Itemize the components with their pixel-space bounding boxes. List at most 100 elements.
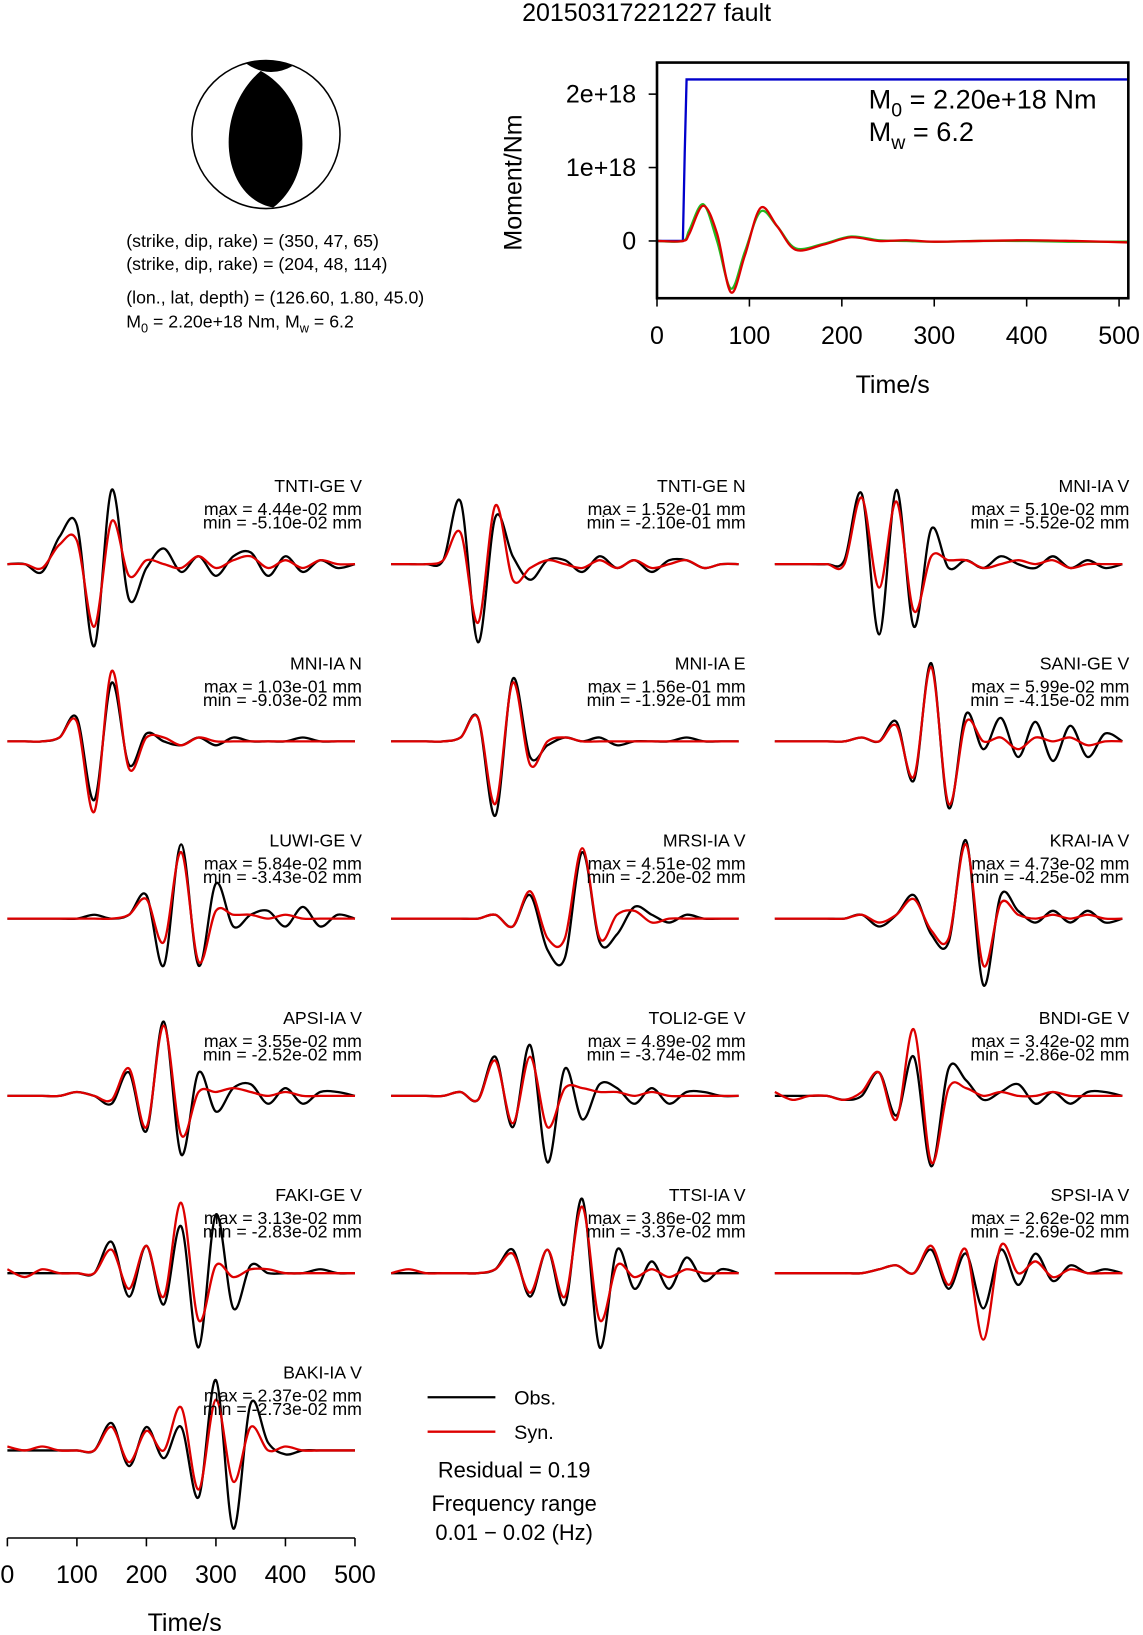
station-label: KRAI-IA V xyxy=(1050,831,1130,851)
annotation: M0 = 2.20e+18 Nm xyxy=(869,83,1097,121)
x-tick-label: 0 xyxy=(650,322,664,350)
observed-trace xyxy=(774,1055,1123,1168)
max-label: max = 5.10e-02 mm xyxy=(971,499,1129,519)
max-label: max = 3.55e-02 mm xyxy=(204,1031,362,1051)
min-label: min = -3.43e-02 mm xyxy=(203,867,362,887)
y-tick-label: 2e+18 xyxy=(566,80,636,108)
station-label: SPSI-IA V xyxy=(1051,1185,1130,1205)
max-label: max = 3.86e-02 mm xyxy=(588,1208,746,1228)
observed-trace xyxy=(774,488,1123,636)
x-axis-label: Time/s xyxy=(148,1609,222,1635)
max-label: max = 2.62e-02 mm xyxy=(971,1208,1129,1228)
x-tick-label: 200 xyxy=(821,322,863,350)
station-label: MNI-IA V xyxy=(1058,476,1129,496)
observed-trace xyxy=(774,1248,1123,1310)
station-label: TOLI2-GE V xyxy=(648,1008,745,1028)
max-label: max = 3.13e-02 mm xyxy=(204,1208,362,1228)
text-part: 0 xyxy=(891,100,902,122)
synthetic-trace xyxy=(7,1398,355,1491)
max-label: max = 1.03e-01 mm xyxy=(204,676,362,696)
min-label: min = -4.15e-02 mm xyxy=(970,690,1129,710)
station-label: MRSI-IA V xyxy=(663,831,746,851)
synthetic-trace xyxy=(391,1055,739,1129)
synthetic-trace xyxy=(7,669,355,814)
max-label: max = 4.44e-02 mm xyxy=(204,499,362,519)
max-label: max = 4.73e-02 mm xyxy=(971,854,1129,874)
synthetic-trace xyxy=(391,847,739,948)
y-tick-label: 1e+18 xyxy=(566,154,636,182)
observed-trace xyxy=(391,498,739,644)
x-tick-label: 500 xyxy=(1098,322,1140,350)
station-label: TNTI-GE N xyxy=(657,476,746,496)
text-part: M xyxy=(869,116,892,147)
figure-title: 20150317221227 fault xyxy=(522,0,771,27)
synthetic-trace xyxy=(391,504,739,624)
station-label: BAKI-IA V xyxy=(283,1362,362,1382)
text-part: M xyxy=(869,83,892,114)
x-tick-label: 300 xyxy=(195,1561,237,1589)
max-label: max = 1.52e-01 mm xyxy=(588,499,746,519)
text-part: M xyxy=(126,311,141,331)
plot-frame xyxy=(655,61,1130,300)
min-label: min = -5.10e-02 mm xyxy=(203,513,362,533)
min-label: min = -2.86e-02 mm xyxy=(970,1044,1129,1064)
text-part: 0 xyxy=(141,321,148,336)
x-tick-label: 100 xyxy=(729,322,771,350)
x-axis-label: Time/s xyxy=(856,371,930,399)
max-label: max = 3.42e-02 mm xyxy=(971,1031,1129,1051)
min-label: min = -9.03e-02 mm xyxy=(203,690,362,710)
text-part: = 6.2 xyxy=(905,116,974,147)
synthetic-trace xyxy=(774,665,1123,806)
max-label: max = 4.89e-02 mm xyxy=(588,1031,746,1051)
synthetic-trace xyxy=(391,681,739,806)
synthetic-trace xyxy=(6,1201,355,1323)
synthetic-trace xyxy=(7,851,355,964)
synthetic-trace xyxy=(7,1024,355,1138)
min-label: min = -2.20e-02 mm xyxy=(587,867,746,887)
frequency-range: Frequency range xyxy=(431,1491,596,1516)
frequency-range: 0.01 − 0.02 (Hz) xyxy=(435,1520,592,1545)
station-label: TTSI-IA V xyxy=(669,1185,746,1205)
station-label: SANI-GE V xyxy=(1040,653,1130,673)
station-label: BNDI-GE V xyxy=(1039,1008,1130,1028)
min-label: min = -2.69e-02 mm xyxy=(970,1222,1129,1242)
legend-label: Obs. xyxy=(514,1388,556,1410)
x-tick-label: 0 xyxy=(0,1561,14,1589)
residual: Residual = 0.19 xyxy=(438,1458,591,1483)
station-label: MNI-IA E xyxy=(675,653,746,673)
max-label: max = 4.51e-02 mm xyxy=(588,854,746,874)
max-label: max = 2.37e-02 mm xyxy=(204,1385,362,1405)
min-label: min = -1.92e-01 mm xyxy=(587,690,746,710)
station-label: TNTI-GE V xyxy=(274,476,362,496)
x-tick-label: 300 xyxy=(913,322,955,350)
moment-text: M0 = 2.20e+18 Nm, Mw = 6.2 xyxy=(126,311,354,335)
x-tick-label: 400 xyxy=(265,1561,307,1589)
x-tick-label: 400 xyxy=(1006,322,1048,350)
synthetic-trace xyxy=(7,519,355,628)
max-label: max = 5.84e-02 mm xyxy=(204,854,362,874)
max-label: max = 1.56e-01 mm xyxy=(588,676,746,696)
mechanism-text: (lon., lat, depth) = (126.60, 1.80, 45.0… xyxy=(126,287,424,307)
text-part: = 2.20e+18 Nm xyxy=(902,83,1096,114)
text-part: = 6.2 xyxy=(309,311,354,331)
station-label: FAKI-GE V xyxy=(275,1185,362,1205)
y-axis-label: Moment/Nm xyxy=(499,114,527,250)
x-tick-label: 200 xyxy=(126,1561,168,1589)
synthetic-trace xyxy=(390,1205,739,1323)
x-tick-label: 100 xyxy=(56,1561,98,1589)
min-label: min = -5.52e-02 mm xyxy=(970,513,1129,533)
moment-curve xyxy=(656,203,1129,290)
min-label: min = -2.52e-02 mm xyxy=(203,1044,362,1064)
text-part: w xyxy=(299,321,310,336)
text-part: w xyxy=(890,132,906,154)
station-label: APSI-IA V xyxy=(283,1008,362,1028)
text-part: = 2.20e+18 Nm, M xyxy=(148,311,300,331)
legend-label: Syn. xyxy=(514,1422,554,1444)
moment-curve xyxy=(656,204,1129,294)
annotation: Mw = 6.2 xyxy=(869,116,974,154)
beachball xyxy=(191,59,341,210)
station-label: LUWI-GE V xyxy=(269,831,362,851)
synthetic-trace xyxy=(774,1242,1123,1341)
